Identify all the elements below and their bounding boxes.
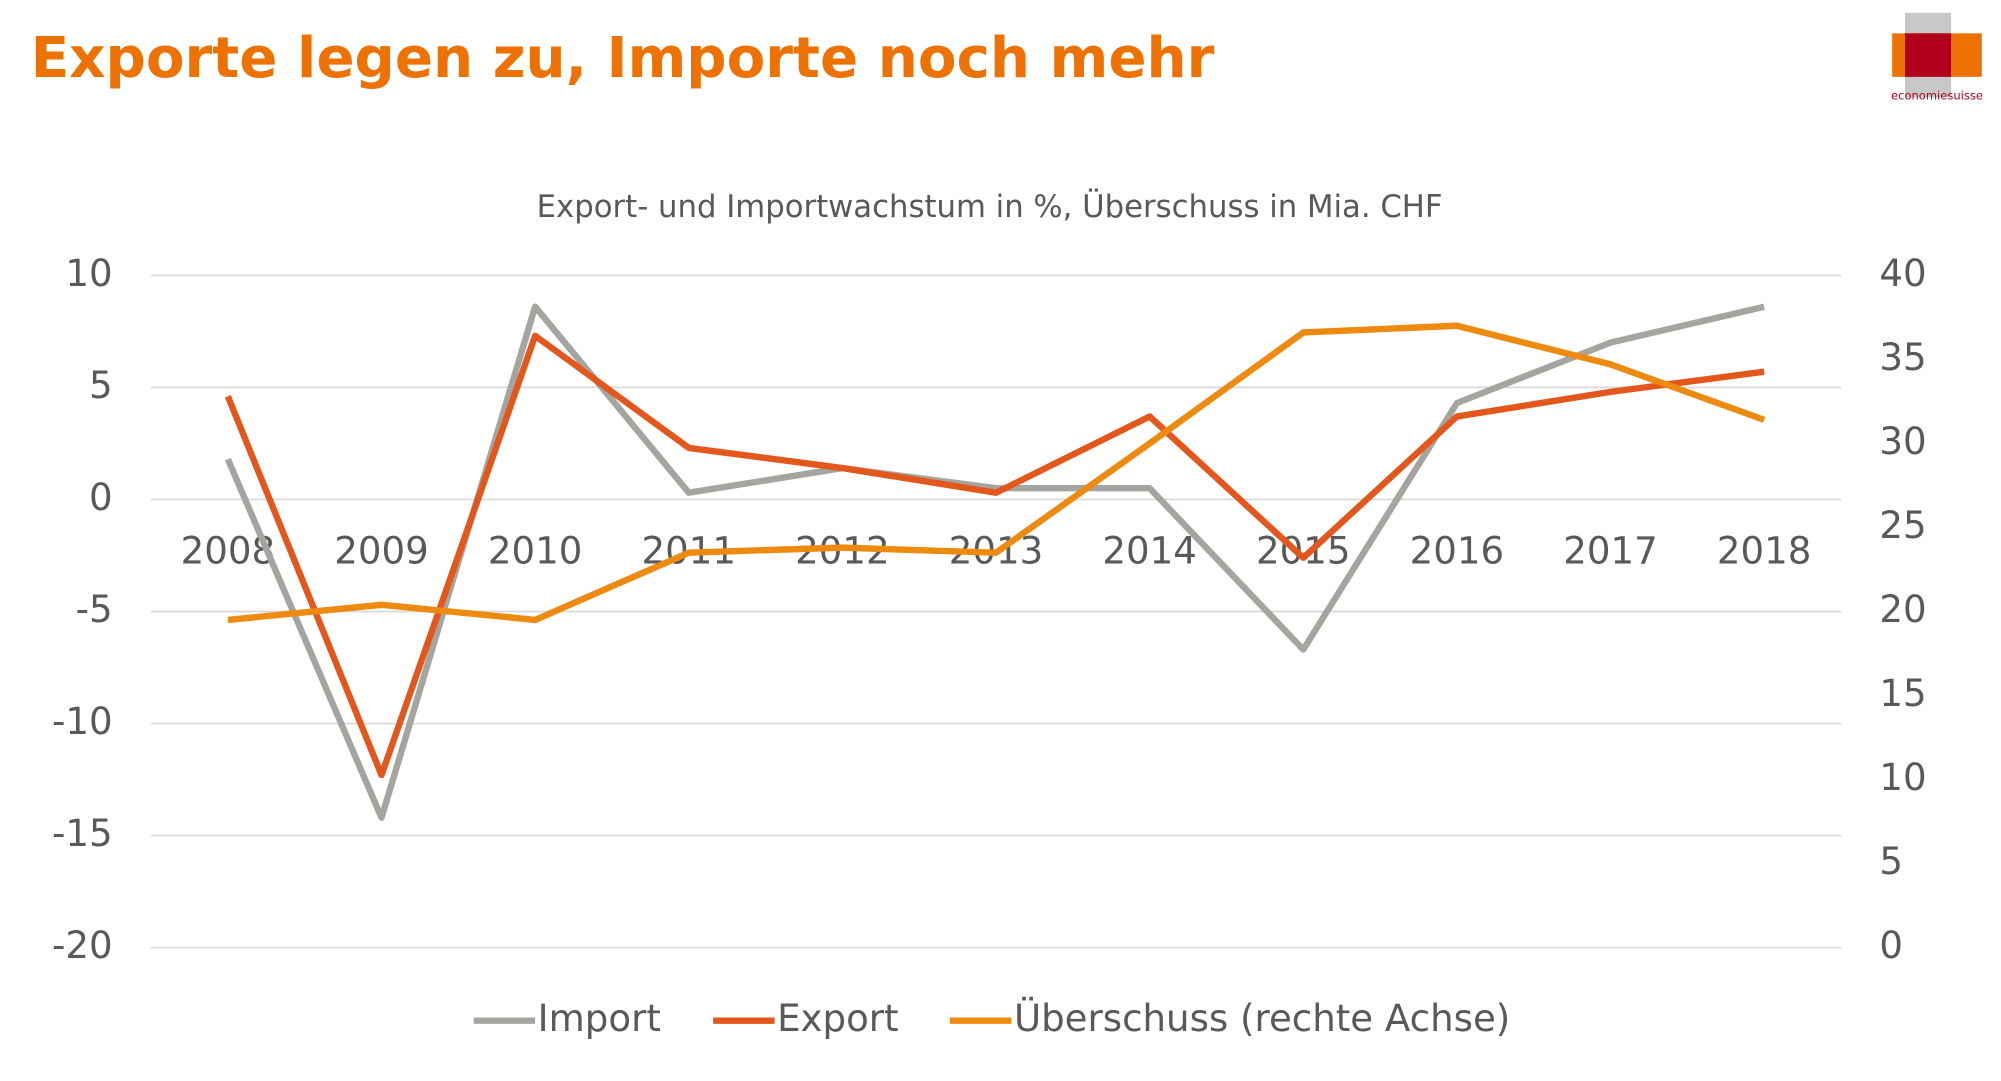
chart-title: Exporte legen zu, Importe noch mehr — [31, 26, 1215, 91]
y2-tick-label: 30 — [1879, 420, 1926, 463]
legend-label: Export — [777, 997, 899, 1040]
legend-label: Überschuss (rechte Achse) — [1014, 997, 1510, 1040]
logo-text: economiesuisse — [1891, 89, 1983, 103]
logo-square — [1904, 33, 1952, 77]
legend-label: Import — [538, 997, 661, 1040]
y-tick-label: -15 — [52, 812, 113, 855]
y-tick-label: -10 — [52, 700, 113, 743]
y2-tick-label: 10 — [1879, 756, 1926, 799]
y2-tick-label: 15 — [1879, 672, 1926, 715]
x-tick-label: 2017 — [1563, 530, 1657, 573]
y2-tick-label: 0 — [1879, 924, 1903, 967]
series-line — [227, 322, 1766, 624]
y-tick-label: 0 — [89, 476, 113, 519]
series-line — [224, 332, 1765, 779]
x-tick-label: 2009 — [334, 530, 428, 573]
y2-tick-label: 5 — [1879, 840, 1903, 883]
logo: economiesuisse — [1891, 12, 1983, 103]
y-tick-label: 10 — [65, 252, 112, 295]
chart-subtitle: Export- und Importwachstum in %, Übersch… — [537, 188, 1443, 225]
x-tick-label: 2014 — [1102, 530, 1196, 573]
y2-tick-label: 40 — [1879, 252, 1926, 295]
y-tick-label: 5 — [89, 364, 113, 407]
x-tick-label: 2015 — [1256, 530, 1350, 573]
y-tick-label: -20 — [52, 924, 113, 967]
x-tick-label: 2018 — [1717, 530, 1811, 573]
x-tick-label: 2016 — [1410, 530, 1504, 573]
y2-tick-label: 25 — [1879, 504, 1926, 547]
y2-tick-label: 20 — [1879, 588, 1926, 631]
y-tick-label: -5 — [76, 588, 113, 631]
y2-tick-label: 35 — [1879, 336, 1926, 379]
x-tick-label: 2010 — [488, 530, 582, 573]
